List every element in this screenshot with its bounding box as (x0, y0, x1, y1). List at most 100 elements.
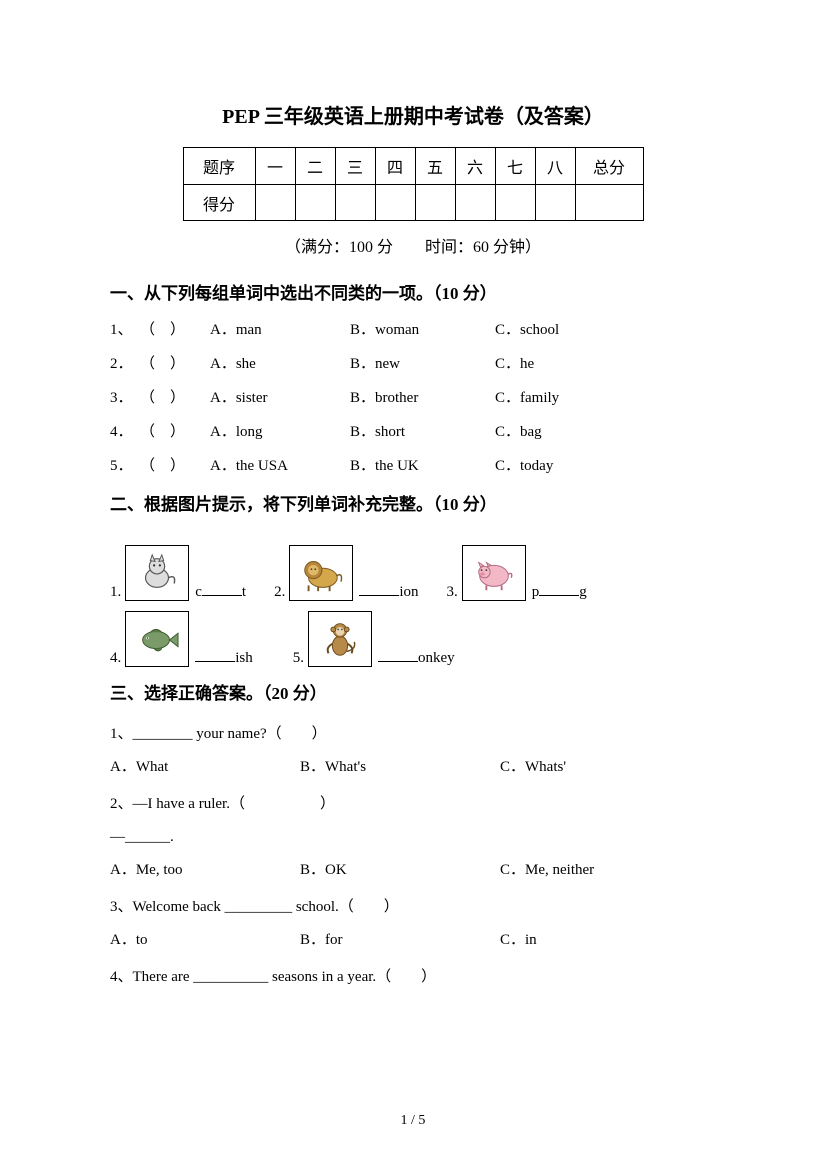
fish-icon (125, 611, 189, 667)
option-a: A．she (210, 352, 350, 376)
cell: 五 (415, 148, 455, 185)
exam-info: （满分：100 分 时间：60 分钟） (110, 233, 716, 257)
option-b: B．What's (300, 751, 500, 784)
option-c: C．bag (495, 420, 635, 444)
option-a: A．to (110, 924, 300, 957)
q-num: 2． (110, 352, 140, 376)
monkey-icon (308, 611, 372, 667)
option-b: B．woman (350, 318, 495, 342)
cell: 一 (255, 148, 295, 185)
q-num: 5. (293, 650, 304, 667)
option-c: C．in (500, 924, 660, 957)
question-row: 3． （ ） A．sister B．brother C．family (110, 386, 716, 410)
picture-item: 4. ish (110, 611, 293, 667)
page-title: PEP 三年级英语上册期中考试卷（及答案） (110, 100, 716, 129)
cell-blank (295, 185, 335, 221)
word-blank: pg (532, 584, 587, 601)
q-num: 1. (110, 584, 121, 601)
cell-blank (495, 185, 535, 221)
word-blank: ct (195, 584, 246, 601)
option-c: C．he (495, 352, 635, 376)
q-num: 2. (274, 584, 285, 601)
question-row: 4． （ ） A．long B．short C．bag (110, 420, 716, 444)
score-table: 题序 一 二 三 四 五 六 七 八 总分 得分 (183, 147, 644, 221)
question-line: —______. (110, 821, 716, 854)
q-paren: （ ） (140, 420, 210, 444)
option-b: B．new (350, 352, 495, 376)
cell-blank (335, 185, 375, 221)
picture-item: 1. ct (110, 545, 274, 601)
word-blank: ish (195, 650, 253, 667)
cell-blank (535, 185, 575, 221)
picture-item: 2. ion (274, 545, 446, 601)
q-num: 5． (110, 454, 140, 478)
option-a: A．sister (210, 386, 350, 410)
picture-item: 5. onkey (293, 611, 483, 667)
picture-row: 1. ct 2. ion 3. pg (110, 545, 716, 601)
q-num: 4. (110, 650, 121, 667)
q-paren: （ ） (140, 318, 210, 342)
q-paren: （ ） (140, 386, 210, 410)
options-row: A．to B．for C．in (110, 924, 716, 957)
section3-body: 1、________ your name?（ ） A．What B．What's… (110, 718, 716, 994)
picture-row: 4. ish 5. onkey (110, 611, 716, 667)
section3-heading: 三、选择正确答案。（20 分） (110, 679, 716, 704)
options-row: A．Me, too B．OK C．Me, neither (110, 854, 716, 887)
q-paren: （ ） (140, 352, 210, 376)
option-c: C．today (495, 454, 635, 478)
question-row: 2． （ ） A．she B．new C．he (110, 352, 716, 376)
option-c: C．family (495, 386, 635, 410)
q-paren: （ ） (140, 454, 210, 478)
cell-label: 得分 (183, 185, 255, 221)
cell: 二 (295, 148, 335, 185)
section1-heading: 一、从下列每组单词中选出不同类的一项。（10 分） (110, 279, 716, 304)
option-a: A．What (110, 751, 300, 784)
option-c: C．Me, neither (500, 854, 660, 887)
cell-blank (575, 185, 643, 221)
option-b: B．OK (300, 854, 500, 887)
option-b: B．brother (350, 386, 495, 410)
picture-item: 3. pg (447, 545, 615, 601)
cell-blank (375, 185, 415, 221)
question-row: 5． （ ） A．the USA B．the UK C．today (110, 454, 716, 478)
cell: 六 (455, 148, 495, 185)
cell: 三 (335, 148, 375, 185)
option-a: A．the USA (210, 454, 350, 478)
q-num: 4． (110, 420, 140, 444)
pig-icon (462, 545, 526, 601)
cell: 七 (495, 148, 535, 185)
question-line: 2、—I have a ruler.（ ） (110, 788, 716, 821)
q-num: 3． (110, 386, 140, 410)
cell-blank (455, 185, 495, 221)
option-c: C．school (495, 318, 635, 342)
section2-heading: 二、根据图片提示，将下列单词补充完整。（10 分） (110, 490, 716, 515)
table-row: 题序 一 二 三 四 五 六 七 八 总分 (183, 148, 643, 185)
word-blank: onkey (378, 650, 455, 667)
word-blank: ion (359, 584, 418, 601)
option-b: B．for (300, 924, 500, 957)
cell: 八 (535, 148, 575, 185)
options-row: A．What B．What's C．Whats' (110, 751, 716, 784)
question-row: 1、 （ ） A．man B．woman C．school (110, 318, 716, 342)
cell-label: 题序 (183, 148, 255, 185)
option-c: C．Whats' (500, 751, 660, 784)
option-a: A．man (210, 318, 350, 342)
lion-icon (289, 545, 353, 601)
option-b: B．short (350, 420, 495, 444)
cat-icon (125, 545, 189, 601)
option-a: A．Me, too (110, 854, 300, 887)
question-line: 3、Welcome back _________ school.（ ） (110, 891, 716, 924)
cell: 四 (375, 148, 415, 185)
cell-blank (255, 185, 295, 221)
question-line: 1、________ your name?（ ） (110, 718, 716, 751)
page-number: 1 / 5 (0, 1113, 826, 1129)
q-num: 1、 (110, 318, 140, 342)
q-num: 3. (447, 584, 458, 601)
option-a: A．long (210, 420, 350, 444)
cell-total: 总分 (575, 148, 643, 185)
question-line: 4、There are __________ seasons in a year… (110, 961, 716, 994)
table-row: 得分 (183, 185, 643, 221)
option-b: B．the UK (350, 454, 495, 478)
cell-blank (415, 185, 455, 221)
section1-body: 1、 （ ） A．man B．woman C．school 2． （ ） A．s… (110, 318, 716, 478)
